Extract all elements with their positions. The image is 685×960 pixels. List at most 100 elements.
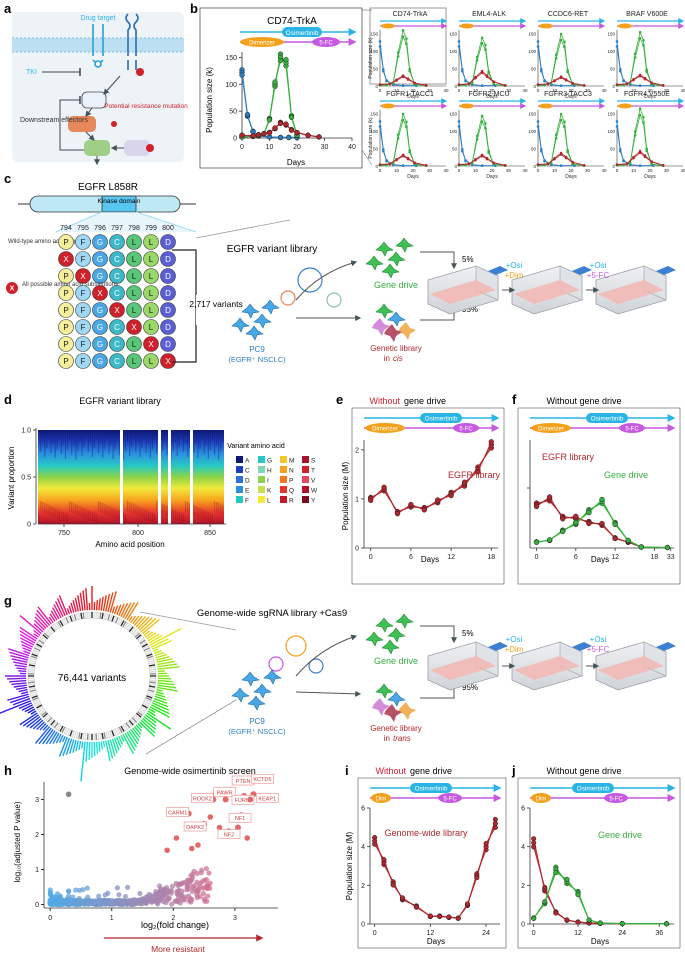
gene-point <box>194 888 200 894</box>
data-point <box>448 492 454 499</box>
texture-strip <box>64 430 67 459</box>
small-title: BRAF V600E <box>626 11 668 18</box>
gene-point <box>188 899 194 905</box>
chromosome-tick <box>133 631 139 637</box>
small-x-tick: 10 <box>394 168 400 173</box>
small-y-tick: 100 <box>607 49 615 54</box>
x-tick-label: 0 <box>532 930 536 937</box>
small-point <box>378 40 382 43</box>
variant-bar <box>109 591 117 613</box>
texture-strip <box>124 430 127 451</box>
texture-strip <box>193 430 195 453</box>
small-point <box>661 163 665 167</box>
chromosome-tick <box>32 651 39 655</box>
legend-letter: G <box>267 458 272 465</box>
texture-strip <box>139 430 141 457</box>
gene-point <box>114 885 121 891</box>
chromosome-tick <box>47 629 53 635</box>
variant-bar <box>146 712 172 730</box>
texture-strip <box>145 510 147 520</box>
texture-strip <box>95 430 98 439</box>
chromosome-tick <box>127 721 132 727</box>
h-arrow-label: More resistant <box>151 944 205 954</box>
residue <box>75 336 91 352</box>
cell-membrane <box>12 38 184 52</box>
small-ylabel: Population size (k) <box>368 37 374 78</box>
small-x-tick: 0 <box>616 168 619 173</box>
variant-bar <box>124 602 136 620</box>
variant-bar <box>146 632 157 640</box>
gene-point <box>199 878 205 885</box>
variant-bar <box>156 689 163 692</box>
texture-strip <box>216 502 218 512</box>
chromosome-tick <box>140 641 147 646</box>
chromosome-tick <box>142 702 149 707</box>
gene-label: KCTD5 <box>253 777 271 783</box>
variant-bar <box>13 684 27 688</box>
small-point <box>638 107 642 110</box>
y-tick-label: 6 <box>521 806 525 813</box>
texture-strip <box>213 430 216 455</box>
chromosome-tick <box>48 718 54 724</box>
residue-letter: L <box>149 323 154 332</box>
texture-strip <box>54 430 56 458</box>
variant-bar <box>100 741 103 750</box>
texture-strip <box>77 430 79 451</box>
gene-point <box>184 884 190 890</box>
g-pct-bottom: 95% <box>462 683 478 692</box>
residue <box>109 251 125 267</box>
variant-bar <box>156 660 175 666</box>
x-tick-label: 0 <box>240 144 244 151</box>
small-dim <box>460 23 474 29</box>
residue <box>126 251 142 267</box>
small-point <box>615 120 619 123</box>
chromosome-tick <box>65 617 70 624</box>
texture-strip <box>195 506 197 516</box>
chromosome-tick <box>67 729 71 736</box>
chromosome-tick <box>148 689 155 693</box>
texture-strip <box>155 430 158 454</box>
texture-strip <box>222 505 224 515</box>
small-x-tick: 40 <box>680 168 685 173</box>
legend-swatch <box>236 486 243 493</box>
residue-letter: C <box>114 323 120 332</box>
small-point <box>559 151 563 155</box>
small-point <box>388 162 392 166</box>
panel-c: EGFR L858R Kinase domain 794 795 796 797 798… <box>6 182 677 369</box>
data-point <box>399 895 406 901</box>
small-series <box>537 118 585 167</box>
variant-bar <box>62 737 71 757</box>
c-protein-label: EGFR L858R <box>78 182 138 193</box>
chromosome-tick <box>28 683 35 686</box>
small-point <box>395 158 398 161</box>
panel-h: Genome-wide osimertinib screen 0 0 1 1 2 2 3 3 P… <box>13 766 279 954</box>
texture-strip <box>203 510 205 520</box>
node-1 <box>81 91 107 109</box>
variant-bar <box>55 733 62 744</box>
i-ylabel: Population size (M) <box>345 831 354 900</box>
gene-point <box>182 879 188 885</box>
small-point <box>480 153 484 157</box>
small-point <box>464 159 467 162</box>
gene-point <box>73 887 79 893</box>
small-x-tick: 10 <box>473 88 479 93</box>
small-point <box>559 38 563 42</box>
j-5fc: 5-FC <box>609 797 623 803</box>
texture-strip <box>106 430 108 440</box>
small-point <box>540 68 543 71</box>
small-xlabel: Days <box>486 94 498 100</box>
texture-strip <box>50 430 52 453</box>
gene-label: FURIN <box>235 798 252 804</box>
variant-bar <box>157 663 178 668</box>
e-ylabel: Population size (M) <box>341 461 350 530</box>
f-green-label: Gene drive <box>604 470 648 480</box>
y-tick-label: 1.0 <box>21 428 31 435</box>
legend-letter: E <box>245 488 250 495</box>
chromosome-tick <box>146 693 154 697</box>
chromosome-tick <box>29 689 36 693</box>
small-point <box>566 69 569 72</box>
texture-strip <box>199 508 201 518</box>
texture-strip <box>162 430 164 450</box>
chromosome-tick <box>29 687 36 690</box>
chromosome-tick <box>140 706 147 711</box>
